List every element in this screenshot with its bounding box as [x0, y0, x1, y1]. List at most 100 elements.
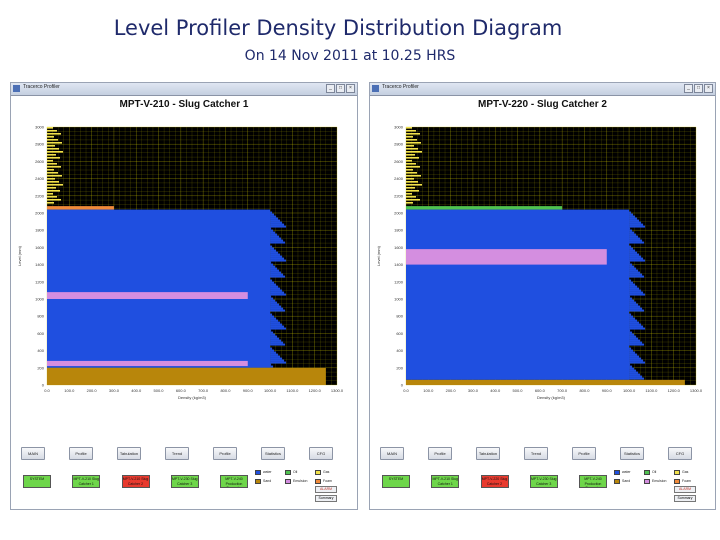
- legend-label: water: [622, 470, 631, 474]
- water-layer-edge: [629, 235, 639, 238]
- water-layer-edge: [270, 239, 284, 242]
- status-vessel-4[interactable]: MPT-V-240 Production Separator: [579, 475, 607, 488]
- water-layer-edge: [629, 357, 642, 360]
- y-tick-label: 0: [401, 383, 404, 388]
- water-layer-edge: [629, 317, 636, 320]
- water-layer-edge: [629, 333, 635, 336]
- x-tick-label: 200.0: [446, 388, 457, 393]
- water-layer-edge: [629, 355, 640, 358]
- profile-button[interactable]: Profile: [69, 447, 93, 460]
- gas-layer-bar: [47, 151, 63, 153]
- water-layer-edge: [629, 261, 631, 264]
- water-layer-edge: [629, 339, 641, 342]
- cfg-button[interactable]: CFG: [668, 447, 692, 460]
- profile-2-button[interactable]: Profile: [572, 447, 596, 460]
- water-layer-edge: [270, 215, 277, 218]
- status-system[interactable]: SYSTEM: [23, 475, 51, 488]
- status-vessel-2[interactable]: MPT-V-210 Slug Catcher 2: [121, 475, 150, 488]
- trend-button[interactable]: Trend: [524, 447, 548, 460]
- y-tick-label: 1200: [35, 279, 45, 284]
- maximize-icon[interactable]: □: [336, 84, 345, 93]
- main-button[interactable]: MAIN: [380, 447, 404, 460]
- water-layer-edge: [270, 279, 273, 282]
- water-layer-edge: [629, 237, 641, 240]
- water-layer-edge: [629, 211, 632, 214]
- water-layer-edge: [270, 233, 278, 236]
- water-layer-edge: [270, 327, 287, 330]
- cfg-button[interactable]: CFG: [309, 447, 333, 460]
- statistics-button[interactable]: Statistics: [620, 447, 644, 460]
- water-layer-edge: [629, 371, 639, 374]
- water-layer-edge: [629, 331, 633, 334]
- water-layer-edge: [629, 265, 635, 268]
- status-vessel-4[interactable]: MPT-V-240 Production Separator: [220, 475, 248, 488]
- water-layer-edge: [270, 251, 279, 254]
- water-layer-edge: [629, 321, 640, 324]
- water-layer-edge: [270, 295, 272, 298]
- sand-swatch: [255, 478, 261, 484]
- minimize-icon[interactable]: _: [684, 84, 693, 93]
- water-layer-edge: [270, 275, 286, 278]
- tabulation-button[interactable]: Tabulation: [117, 447, 141, 460]
- gas-layer-bar: [47, 130, 57, 132]
- water-layer-edge: [270, 255, 283, 258]
- alarm-button[interactable]: ALARM: [315, 486, 337, 493]
- water-layer-edge: [629, 341, 643, 344]
- minimize-icon[interactable]: _: [326, 84, 335, 93]
- alarm-button[interactable]: ALARM: [674, 486, 696, 493]
- y-tick-label: 2000: [35, 211, 45, 216]
- water-layer-edge: [629, 217, 638, 220]
- gas-layer-bar: [406, 136, 413, 138]
- water-layer-edge: [270, 283, 277, 286]
- maximize-icon[interactable]: □: [694, 84, 703, 93]
- water-layer-edge: [270, 321, 281, 324]
- legend-label: Oil: [652, 470, 657, 474]
- sand-layer-bar: [47, 367, 326, 385]
- gas-layer-bar: [406, 184, 422, 186]
- close-icon[interactable]: ×: [346, 84, 355, 93]
- y-tick-label: 600: [396, 331, 403, 336]
- status-vessel-3[interactable]: MPT-V-230 Slug Catcher 3: [529, 475, 558, 488]
- water-layer-edge: [629, 351, 636, 354]
- main-button[interactable]: MAIN: [21, 447, 45, 460]
- water-layer-edge: [629, 245, 632, 248]
- status-system[interactable]: SYSTEM: [382, 475, 410, 488]
- water-layer-edge: [270, 341, 284, 344]
- summary-button[interactable]: Summary: [674, 495, 696, 502]
- water-layer-edge: [629, 253, 640, 256]
- profile-button[interactable]: Profile: [428, 447, 452, 460]
- water-layer-edge: [629, 349, 634, 352]
- status-vessel-1[interactable]: MPT-V-210 Slug Catcher 1: [431, 475, 460, 488]
- water-layer-edge: [629, 259, 646, 262]
- y-tick-label: 1000: [35, 297, 45, 302]
- status-vessel-2[interactable]: MPT-V-220 Slug Catcher 2: [480, 475, 509, 488]
- app-icon: [13, 85, 20, 92]
- gas-layer-bar: [47, 139, 58, 141]
- gas-layer-bar: [47, 196, 57, 198]
- water-layer-edge: [270, 247, 275, 250]
- tabulation-button[interactable]: Tabulation: [476, 447, 500, 460]
- profile-2-button[interactable]: Profile: [213, 447, 237, 460]
- gas-layer-bar: [406, 166, 420, 168]
- gas-layer-bar: [47, 166, 61, 168]
- gas-swatch: [674, 469, 680, 475]
- water-layer-edge: [270, 291, 285, 294]
- water-layer-edge: [270, 229, 274, 232]
- statistics-button[interactable]: Statistics: [261, 447, 285, 460]
- water-layer-edge: [270, 267, 278, 270]
- status-row: SYSTEM MPT-V-210 Slug Catcher 1 MPT-V-21…: [23, 475, 248, 488]
- close-icon[interactable]: ×: [704, 84, 713, 93]
- gas-layer-bar: [47, 178, 55, 180]
- water-layer-edge: [629, 295, 631, 298]
- status-vessel-1[interactable]: MPT-V-210 Slug Catcher 1: [72, 475, 101, 488]
- water-layer-edge: [629, 361, 646, 364]
- profiler-window-1: Tracerco Profiler _ □ × MPT-V-210 - Slug…: [10, 82, 358, 510]
- water-layer-edge: [270, 331, 274, 334]
- water-layer-edge: [629, 323, 642, 326]
- status-vessel-3[interactable]: MPT-V-230 Slug Catcher 3: [170, 475, 199, 488]
- water-layer-edge: [629, 329, 631, 332]
- trend-button[interactable]: Trend: [165, 447, 189, 460]
- summary-button[interactable]: Summary: [315, 495, 337, 502]
- water-layer-edge: [270, 219, 281, 222]
- water-layer-edge: [629, 271, 641, 274]
